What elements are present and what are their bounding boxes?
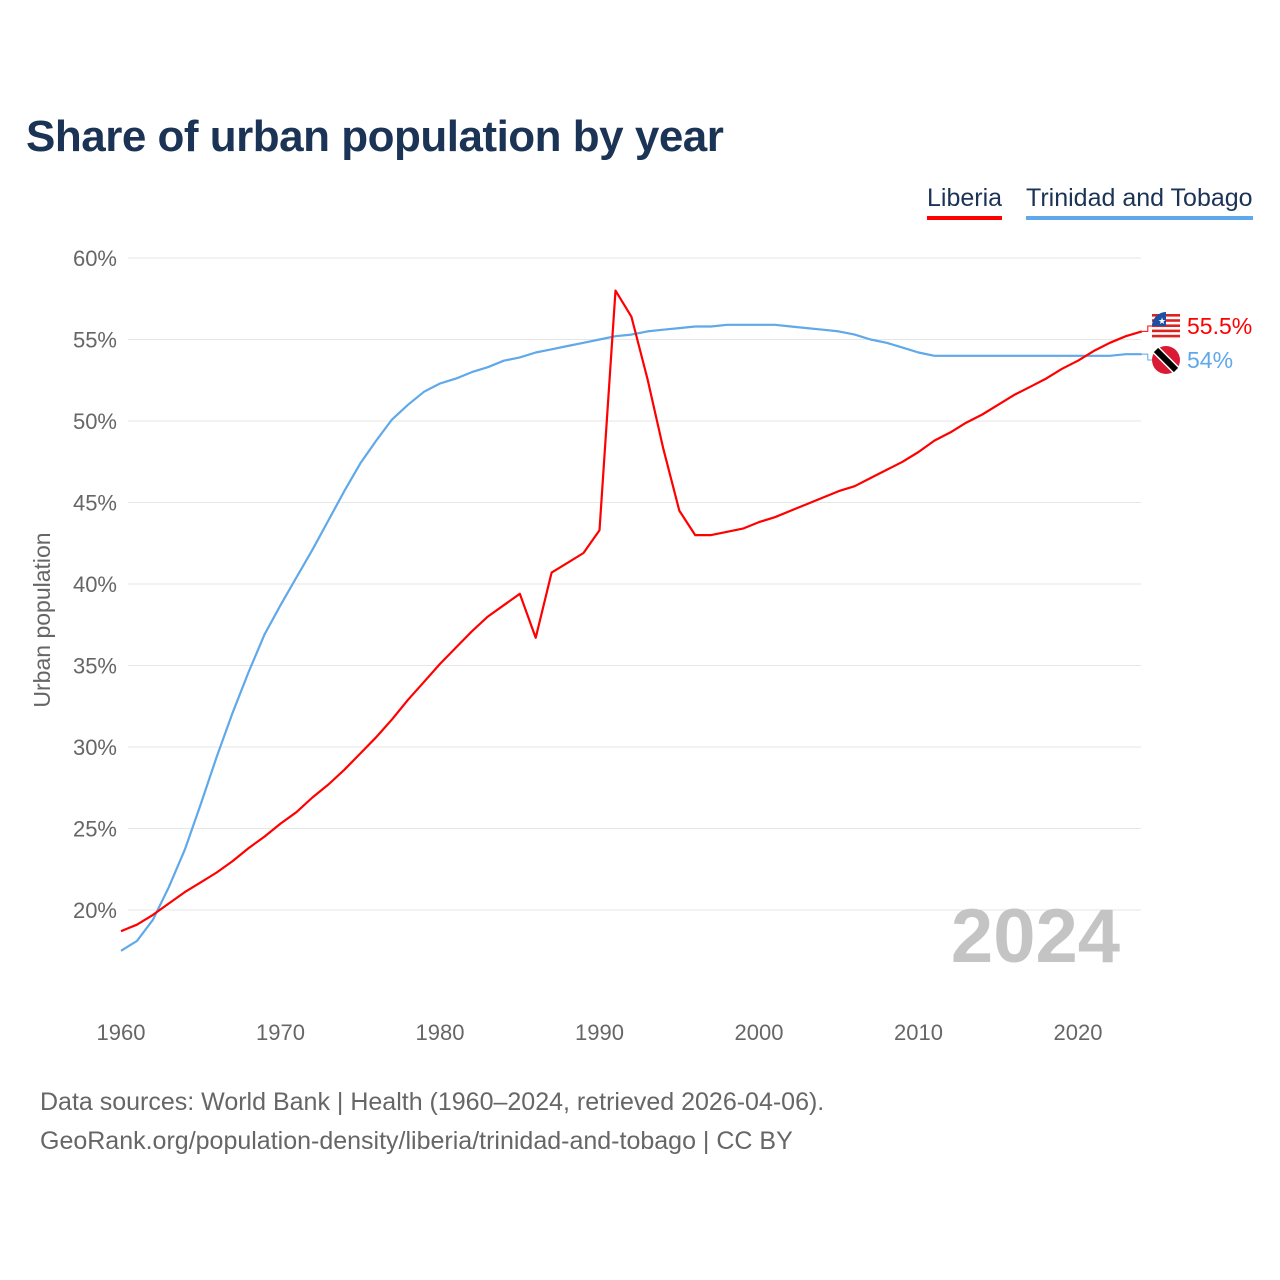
y-tick-label: 55%: [73, 328, 117, 353]
y-tick-label: 20%: [73, 898, 117, 923]
x-tick-label: 1980: [416, 1020, 465, 1045]
x-tick-label: 1990: [575, 1020, 624, 1045]
end-value-label: 54%: [1187, 347, 1233, 373]
y-tick-label: 35%: [73, 654, 117, 679]
year-watermark: 2024: [951, 894, 1120, 979]
flag-diagonal-black: [1153, 347, 1179, 373]
series-line-trinidad-and-tobago: [120, 323, 1142, 952]
credit-link[interactable]: GeoRank.org/population-density/liberia/t…: [40, 1127, 793, 1155]
x-tick-label: 2020: [1054, 1020, 1103, 1045]
legend-item-trinidad-and-tobago[interactable]: Trinidad and Tobago: [1026, 184, 1253, 220]
data-sources-note: Data sources: World Bank | Health (1960–…: [40, 1088, 825, 1116]
label-connector: [1141, 325, 1154, 332]
x-tick-label: 2000: [735, 1020, 784, 1045]
flag-stripe: [1152, 334, 1180, 338]
y-tick-label: 50%: [73, 409, 117, 434]
chart-title: Share of urban population by year: [26, 112, 724, 161]
flag-canton: [1152, 312, 1166, 326]
x-tick-label: 1960: [97, 1020, 146, 1045]
series-line-liberia: [120, 289, 1143, 933]
flag-stripe: [1152, 329, 1180, 333]
x-tick-label: 1970: [256, 1020, 305, 1045]
legend-item-liberia[interactable]: Liberia: [927, 184, 1003, 220]
end-value-label: 55.5%: [1187, 313, 1252, 339]
y-tick-label: 45%: [73, 491, 117, 516]
y-axis-label: Urban population: [29, 532, 55, 707]
y-tick-label: 60%: [73, 246, 117, 271]
flag-star: ★: [1158, 316, 1166, 326]
label-connector: [1141, 353, 1154, 361]
y-tick-label: 25%: [73, 817, 117, 842]
x-tick-label: 2010: [894, 1020, 943, 1045]
y-tick-label: 40%: [73, 572, 117, 597]
y-tick-label: 30%: [73, 735, 117, 760]
